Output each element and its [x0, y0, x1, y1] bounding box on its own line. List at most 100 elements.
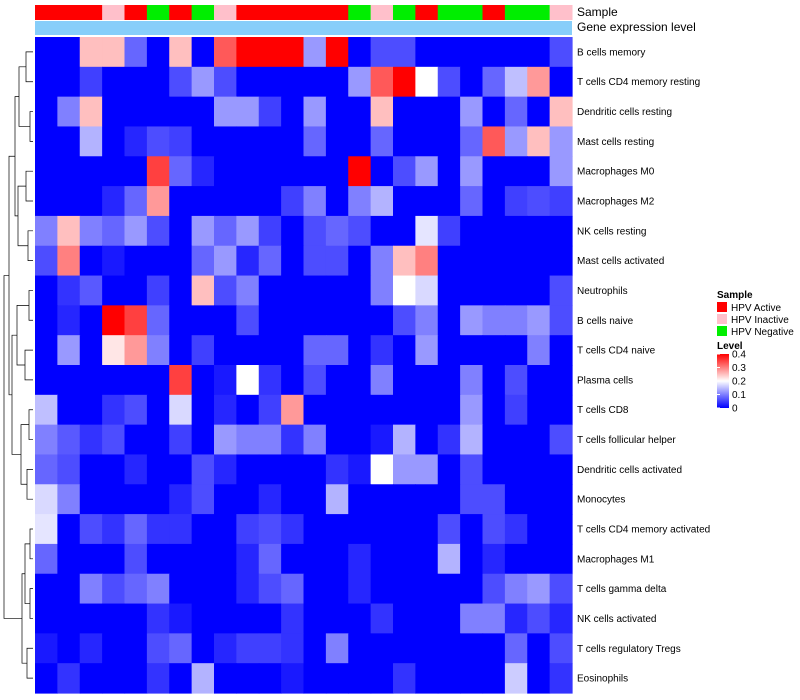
heatmap-cell	[482, 394, 506, 426]
dendrogram-branch	[24, 543, 30, 604]
heatmap-cell	[102, 186, 126, 217]
heatmap-cell	[35, 156, 58, 187]
heatmap-cell	[437, 37, 461, 68]
heatmap-cell	[214, 663, 237, 694]
heatmap-cell	[460, 156, 484, 187]
dendrogram-branch	[24, 349, 33, 381]
heatmap-cell	[214, 37, 237, 68]
heatmap-cell	[325, 96, 349, 128]
heatmap-cell	[102, 335, 126, 366]
heatmap-cell	[527, 394, 551, 426]
heatmap-cell	[236, 603, 260, 634]
sample-annotation-cell	[124, 5, 148, 20]
dendrogram-branch	[25, 51, 33, 83]
level-tick-label: 0.4	[732, 350, 746, 361]
heatmap-cell	[393, 633, 416, 664]
heatmap-cell	[169, 66, 193, 98]
level-tick-label: 0	[732, 404, 738, 415]
heatmap-cell	[258, 514, 282, 545]
heatmap-cell	[281, 365, 305, 396]
heatmap-cell	[57, 156, 81, 187]
heatmap-cell	[549, 186, 573, 217]
heatmap-cell	[415, 186, 439, 217]
heatmap-cell	[482, 514, 506, 545]
heatmap-cell	[482, 365, 506, 396]
heatmap-cell	[303, 365, 327, 396]
heatmap-cell	[191, 96, 215, 128]
sample-annotation-cell	[460, 5, 484, 20]
heatmap-cell	[169, 543, 193, 575]
heatmap-cell	[482, 424, 506, 456]
heatmap-cell	[191, 633, 215, 664]
heatmap-cell	[35, 633, 58, 664]
heatmap-cell	[325, 335, 349, 366]
heatmap-cell	[348, 394, 372, 426]
dendrogram-branch	[25, 170, 33, 202]
heatmap-cell	[393, 215, 416, 247]
heatmap-cell	[236, 454, 260, 485]
heatmap-cell	[169, 126, 193, 157]
heatmap-cell	[35, 126, 58, 157]
heatmap-cell	[79, 96, 103, 128]
heatmap-cell	[191, 245, 215, 277]
heatmap-cell	[146, 543, 170, 575]
heatmap-cell	[348, 275, 372, 306]
sample-annotation-cell	[102, 5, 126, 20]
heatmap-cell	[102, 484, 126, 515]
heatmap-cell	[146, 126, 170, 157]
row-label: Plasma cells	[577, 375, 633, 386]
heatmap-cell	[102, 66, 126, 98]
heatmap-cell	[415, 305, 439, 336]
row-label: T cells CD4 naive	[577, 346, 656, 357]
heatmap-cell	[79, 66, 103, 98]
heatmap-cell	[460, 186, 484, 217]
heatmap-cell	[370, 514, 394, 545]
heatmap-cell	[348, 603, 372, 634]
heatmap-cell	[124, 603, 148, 634]
heatmap-cell	[146, 335, 170, 366]
heatmap-cell	[303, 633, 327, 664]
heatmap-cell	[303, 394, 327, 426]
heatmap-cell	[124, 126, 148, 157]
heatmap-cell	[460, 454, 484, 485]
heatmap-cell	[169, 454, 193, 485]
heatmap-cell	[303, 543, 327, 575]
heatmap-cell	[437, 514, 461, 545]
heatmap-cell	[504, 335, 528, 366]
heatmap-cell	[504, 484, 528, 515]
row-label: NK cells activated	[577, 614, 656, 625]
heatmap-cell	[549, 245, 573, 277]
heatmap-cell	[236, 245, 260, 277]
heatmap-cell	[57, 573, 81, 605]
legend-label: HPV Inactive	[731, 315, 789, 326]
heatmap-cell	[437, 275, 461, 306]
heatmap-cell	[527, 186, 551, 217]
sample-annotation-cell	[146, 5, 170, 20]
heatmap-cell	[79, 454, 103, 485]
dendrogram-branch	[29, 528, 33, 560]
heatmap-cell	[191, 484, 215, 515]
heatmap-cell	[214, 365, 237, 396]
heatmap-cell	[57, 543, 81, 575]
heatmap-cell	[191, 663, 215, 694]
heatmap-cell	[146, 305, 170, 336]
heatmap-cell	[348, 365, 372, 396]
dendrogram-branch	[28, 409, 33, 440]
heatmap-cell	[35, 275, 58, 306]
row-label: T cells CD8	[577, 405, 629, 416]
sample-annotation-cell	[482, 5, 506, 20]
sample-annotation-cell	[281, 5, 305, 20]
heatmap-cell	[303, 305, 327, 336]
heatmap-cell	[214, 543, 237, 575]
heatmap-cell	[504, 96, 528, 128]
heatmap-cell	[146, 573, 170, 605]
sample-annotation-cell	[527, 5, 551, 20]
heatmap-cell	[527, 245, 551, 277]
heatmap-cell	[79, 484, 103, 515]
heatmap-cell	[348, 514, 372, 545]
heatmap-cell	[325, 663, 349, 694]
heatmap-cell	[504, 126, 528, 157]
sample-annotation-cell	[35, 5, 58, 20]
heatmap-cell	[370, 96, 394, 128]
